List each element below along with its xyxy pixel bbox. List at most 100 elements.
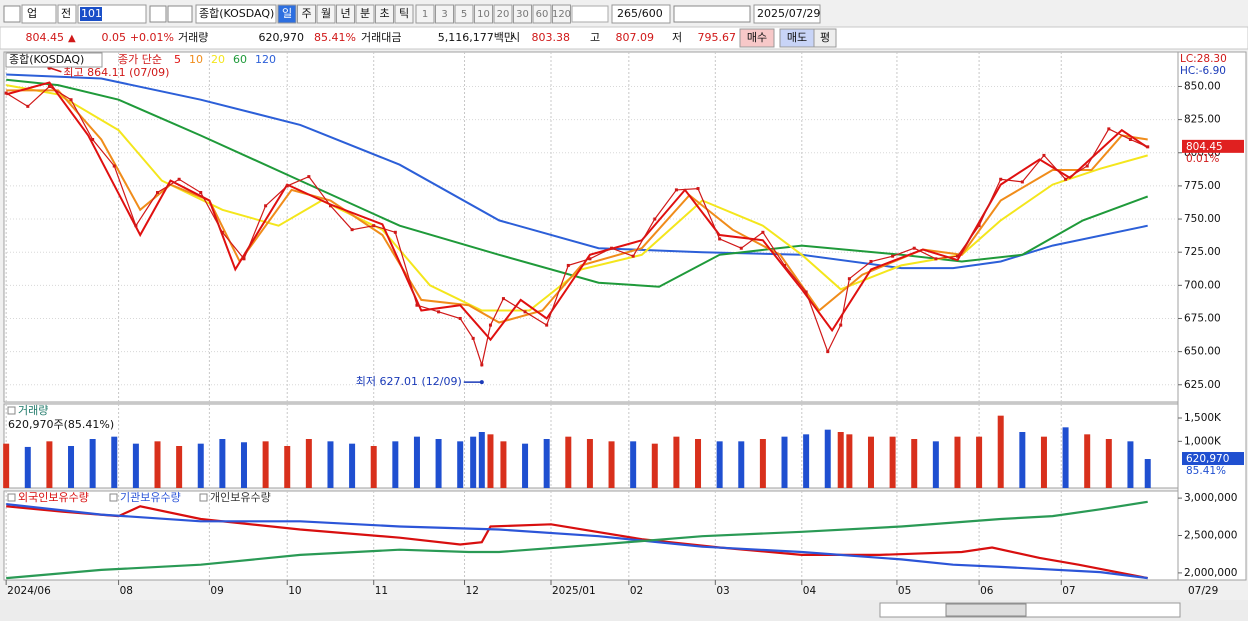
- x-tick-label: 05: [898, 585, 911, 597]
- annotation-arrow: [49, 67, 62, 73]
- period-label[interactable]: 틱: [399, 7, 409, 20]
- legend-entry: 20: [211, 53, 225, 66]
- interval-button[interactable]: [435, 4, 454, 24]
- close-mark: [631, 254, 635, 258]
- interval-button[interactable]: [493, 4, 513, 24]
- interval-label[interactable]: 5: [461, 9, 467, 20]
- moving-average: [6, 78, 1149, 288]
- volume-bar: [889, 436, 896, 488]
- buy-label[interactable]: 매수: [747, 31, 767, 44]
- interval-button[interactable]: [532, 4, 552, 24]
- period-button[interactable]: [355, 4, 375, 24]
- period-label[interactable]: 분: [360, 7, 370, 20]
- avg-button[interactable]: [813, 28, 837, 48]
- lc-label: LC:28.30: [1180, 53, 1227, 65]
- close-mark: [1128, 138, 1132, 141]
- period-button[interactable]: [277, 4, 297, 24]
- period-button[interactable]: [394, 4, 414, 24]
- holding-line: [6, 505, 1148, 580]
- period-label[interactable]: 일: [282, 6, 292, 20]
- count-box: [611, 4, 671, 24]
- volume-title: 거래량: [18, 404, 48, 417]
- volume-bar: [305, 439, 312, 488]
- close-mark: [839, 323, 843, 327]
- legend-entry: 120: [255, 53, 276, 66]
- volume: 620,970: [259, 31, 305, 44]
- period-button[interactable]: [375, 4, 394, 24]
- interval-button[interactable]: [474, 4, 493, 24]
- close-mark: [177, 177, 181, 181]
- volume-bar: [781, 436, 788, 488]
- change-pct: +0.01%: [130, 31, 174, 44]
- y-tick-label: 700.00: [1184, 279, 1221, 291]
- close-mark: [869, 259, 873, 263]
- volume-bar: [837, 432, 844, 488]
- interval-label[interactable]: 3: [441, 9, 447, 20]
- high: 807.09: [616, 31, 655, 44]
- interval-label[interactable]: 30: [516, 9, 529, 20]
- name-box: [195, 4, 277, 24]
- scroll-thumb[interactable]: [945, 603, 1027, 617]
- volume-bar: [651, 443, 658, 488]
- market-select[interactable]: [21, 4, 57, 24]
- close-mark: [471, 336, 475, 340]
- menu-icon[interactable]: [3, 5, 21, 23]
- volume-bar: [867, 436, 874, 488]
- period-label[interactable]: 주: [301, 7, 311, 20]
- interval-label[interactable]: 60: [536, 9, 549, 20]
- volume-bar: [154, 441, 161, 488]
- sell-label[interactable]: 매도: [787, 31, 807, 44]
- x-tick-label: 04: [803, 585, 817, 597]
- interval-label[interactable]: 20: [497, 9, 510, 20]
- dropdown[interactable]: [571, 5, 609, 23]
- period-button[interactable]: [316, 4, 336, 24]
- last-change: 0.01%: [1186, 153, 1219, 165]
- volume-bar: [630, 441, 637, 488]
- legend-entry: 10: [189, 53, 203, 66]
- close-mark: [372, 224, 376, 228]
- period-label[interactable]: 월: [321, 7, 331, 20]
- open-label: 시: [510, 31, 520, 44]
- search-icon[interactable]: [149, 5, 167, 23]
- date[interactable]: 2025/07/29: [757, 7, 820, 20]
- close-mark: [566, 263, 570, 267]
- close-mark: [1107, 127, 1111, 131]
- legend-entry: 외국인보유수량: [18, 491, 89, 504]
- volume-bar: [803, 434, 810, 488]
- close-mark: [1085, 164, 1089, 168]
- interval-button[interactable]: [454, 4, 474, 24]
- y-tick-label: 725.00: [1184, 246, 1221, 258]
- x-tick-label: 02: [630, 585, 643, 597]
- interval-label[interactable]: 1: [422, 9, 428, 20]
- x-tick-label: 12: [466, 585, 479, 597]
- y-tick-label: 825.00: [1184, 114, 1221, 126]
- close-mark: [610, 246, 614, 250]
- prefix-select[interactable]: [57, 4, 77, 24]
- y-tick-label: 1,000K: [1184, 435, 1222, 447]
- interval-button[interactable]: [552, 4, 571, 24]
- prefix: 전: [61, 7, 71, 20]
- legend-box: [199, 493, 208, 502]
- period-label[interactable]: 초: [379, 7, 389, 20]
- volume-bar: [487, 434, 494, 488]
- interval-label[interactable]: 120: [552, 9, 571, 20]
- scrollbar[interactable]: [879, 602, 1181, 618]
- y-tick-label: 750.00: [1184, 213, 1221, 225]
- interval-label[interactable]: 10: [477, 9, 490, 20]
- buy-button[interactable]: [739, 28, 775, 48]
- interval-button[interactable]: [415, 4, 435, 24]
- date-box[interactable]: [753, 4, 821, 24]
- y-tick-label: 2,000,000: [1184, 567, 1237, 579]
- period-button[interactable]: [297, 4, 316, 24]
- interval-button[interactable]: [513, 4, 532, 24]
- avg-label[interactable]: 평: [820, 31, 830, 44]
- close-mark: [26, 104, 30, 108]
- close-mark: [955, 254, 959, 258]
- tool-icons[interactable]: [673, 5, 751, 23]
- close-mark: [545, 323, 549, 327]
- volume-bar: [413, 436, 420, 488]
- period-button[interactable]: [336, 4, 355, 24]
- close-mark: [696, 187, 700, 191]
- sound-icon[interactable]: [167, 5, 193, 23]
- period-label[interactable]: 년: [340, 7, 350, 20]
